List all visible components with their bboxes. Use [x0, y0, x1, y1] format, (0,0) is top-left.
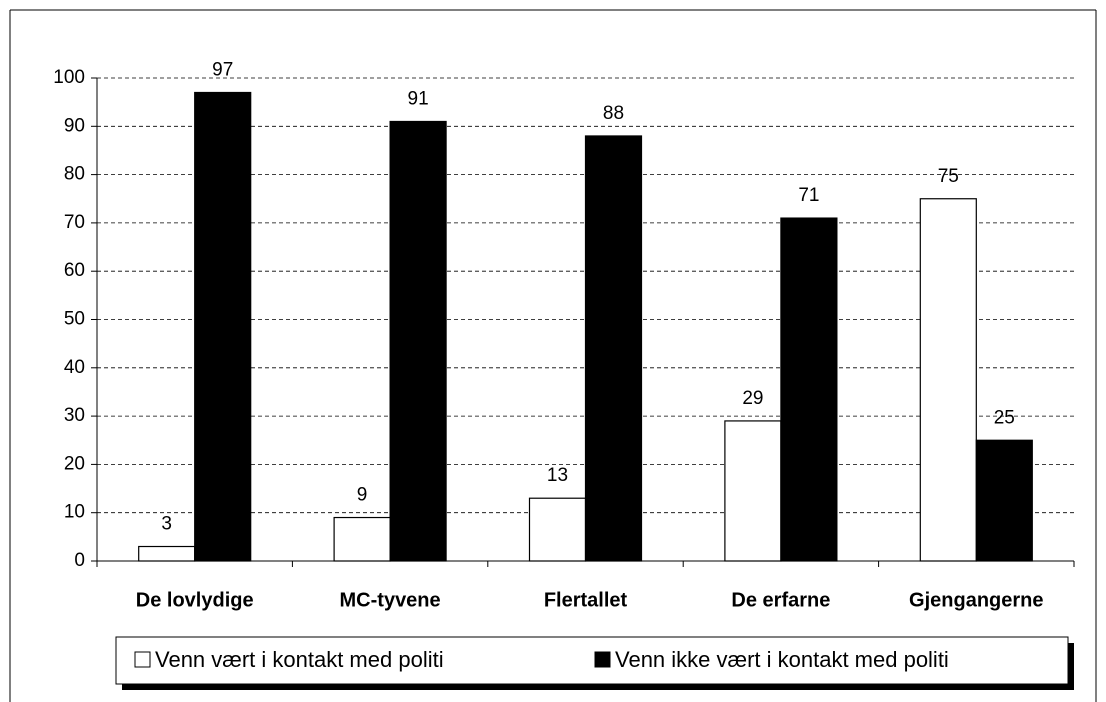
data-label: 13 [547, 465, 568, 486]
legend-label: Venn vært i kontakt med politi [155, 647, 444, 672]
y-tick-label: 40 [64, 357, 85, 378]
y-tick-label: 20 [64, 453, 85, 474]
data-label: 9 [357, 485, 368, 506]
bar [138, 545, 196, 562]
bar [975, 439, 1033, 562]
bar [919, 198, 977, 562]
data-label: 71 [798, 185, 819, 206]
x-tick-label: De erfarne [731, 589, 830, 611]
y-tick-label: 80 [64, 164, 85, 185]
data-label: 88 [603, 103, 624, 124]
data-label: 91 [408, 88, 429, 109]
legend-label: Venn ikke vært i kontakt med politi [615, 647, 949, 672]
legend-swatch [134, 651, 151, 668]
bar [194, 91, 252, 562]
bar [584, 135, 643, 562]
bar [780, 217, 838, 562]
x-tick-label: Gjengangerne [909, 589, 1043, 611]
y-tick-label: 50 [64, 309, 85, 330]
y-tick-label: 60 [64, 260, 85, 281]
y-tick-label: 30 [64, 405, 85, 426]
y-tick-label: 70 [64, 212, 85, 233]
y-tick-label: 90 [64, 115, 85, 136]
x-tick-label: MC-tyvene [340, 589, 441, 611]
data-label: 3 [161, 514, 172, 535]
bar [528, 497, 587, 562]
legend [115, 636, 1069, 685]
data-label: 25 [994, 407, 1015, 428]
y-tick-label: 0 [74, 550, 85, 571]
bar [389, 120, 447, 562]
x-tick-label: De lovlydige [136, 589, 254, 611]
y-tick-label: 100 [53, 67, 85, 88]
bar [724, 420, 782, 562]
y-tick-label: 10 [64, 502, 85, 523]
data-label: 75 [938, 166, 959, 187]
data-label: 29 [742, 388, 763, 409]
bar [333, 516, 391, 562]
x-tick-label: Flertallet [544, 589, 628, 611]
data-label: 97 [212, 60, 233, 81]
legend-swatch [594, 651, 611, 668]
